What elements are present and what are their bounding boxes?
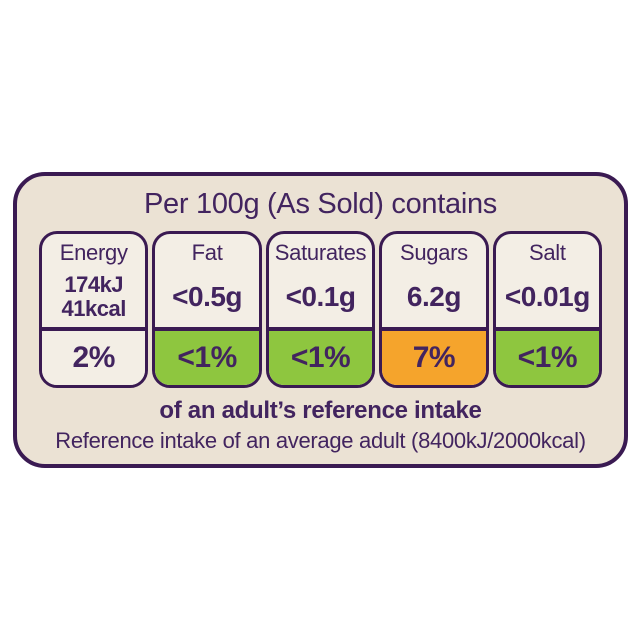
fat-name: Fat	[191, 240, 223, 265]
energy-name: Energy	[59, 240, 128, 265]
sugars-cell-top: Sugars 6.2g	[382, 234, 485, 327]
fat-value: <0.5g	[155, 267, 258, 327]
salt-name: Salt	[528, 240, 566, 265]
sugars-percent: 7%	[382, 327, 486, 385]
nutrient-cells-row: Energy 174kJ 41kcal 2% Fat <0.5g <1% Sat…	[17, 231, 624, 388]
label-title: Per 100g (As Sold) contains	[144, 188, 497, 220]
energy-value-kj: 174kJ	[64, 272, 124, 297]
saturates-cell-top: Saturates <0.1g	[269, 234, 372, 327]
saturates-percent: <1%	[268, 327, 373, 385]
energy-value: 174kJ 41kcal	[42, 267, 145, 327]
energy-cell-top: Energy 174kJ 41kcal	[42, 234, 145, 327]
sugars-name: Sugars	[399, 240, 468, 265]
energy-percent: 2%	[42, 327, 146, 385]
salt-value: <0.01g	[496, 267, 599, 327]
nutrient-cell-salt: Salt <0.01g <1%	[492, 231, 603, 388]
sugars-value: 6.2g	[382, 267, 485, 327]
fat-value-text: <0.5g	[172, 281, 243, 312]
nutrient-cell-saturates: Saturates <0.1g <1%	[265, 231, 376, 388]
fat-percent: <1%	[155, 327, 259, 385]
saturates-name: Saturates	[274, 240, 367, 265]
reference-intake-bold-note: of an adult’s reference intake	[159, 397, 482, 424]
saturates-value: <0.1g	[269, 267, 372, 327]
fat-cell-top: Fat <0.5g	[155, 234, 258, 327]
salt-value-text: <0.01g	[504, 281, 590, 312]
reference-intake-note: Reference intake of an average adult (84…	[55, 428, 586, 453]
sugars-value-text: 6.2g	[406, 281, 462, 312]
energy-value-kcal: 41kcal	[61, 296, 127, 321]
saturates-value-text: <0.1g	[285, 281, 356, 312]
nutrient-cell-sugars: Sugars 6.2g 7%	[379, 231, 489, 388]
salt-cell-top: Salt <0.01g	[496, 234, 599, 327]
nutrient-cell-fat: Fat <0.5g <1%	[152, 231, 262, 388]
nutrient-cell-energy: Energy 174kJ 41kcal 2%	[39, 231, 149, 388]
nutrition-label-panel: Per 100g (As Sold) contains Energy 174kJ…	[13, 172, 628, 468]
salt-percent: <1%	[495, 327, 600, 385]
